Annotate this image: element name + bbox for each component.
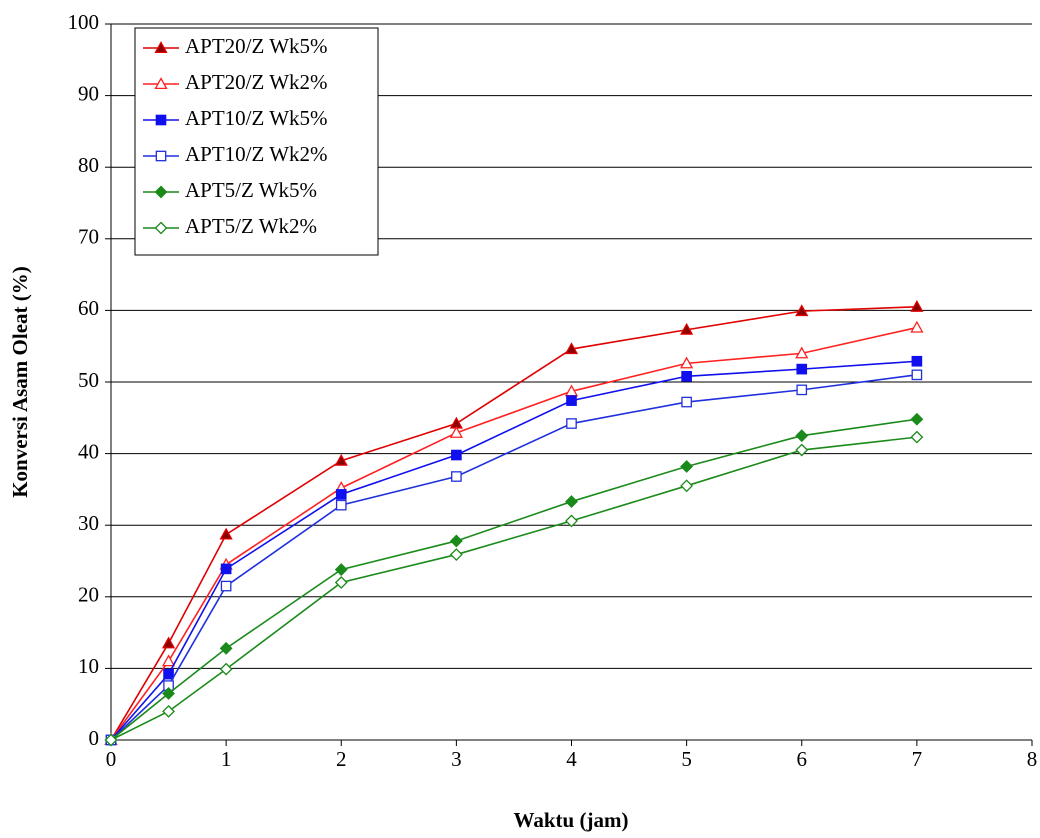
x-tick-label: 1 [221, 747, 232, 771]
marker [682, 372, 691, 381]
legend-label: APT20/Z Wk2% [185, 70, 328, 94]
x-tick-label: 2 [336, 747, 347, 771]
chart: Waktu (jam) Konversi Asam Oleat (%) 0102… [0, 0, 1040, 838]
x-axis-title: Waktu (jam) [514, 808, 629, 832]
x-tick-label: 7 [912, 747, 923, 771]
marker [163, 706, 174, 717]
marker [796, 430, 807, 441]
marker [567, 419, 576, 428]
marker [221, 564, 230, 573]
legend: APT20/Z Wk5% APT20/Z Wk2% APT10/Z Wk5% APT1… [135, 28, 378, 255]
y-tick-label: 70 [78, 225, 99, 249]
marker [797, 385, 806, 394]
marker [337, 500, 346, 509]
series-line [111, 419, 917, 740]
marker [164, 669, 173, 678]
legend-marker [156, 151, 165, 160]
series-line [111, 375, 917, 740]
marker [911, 432, 922, 443]
marker [797, 364, 806, 373]
marker [911, 322, 922, 332]
marker [452, 472, 461, 481]
series-line [111, 437, 917, 740]
x-tick-label: 0 [106, 747, 117, 771]
marker [451, 549, 462, 560]
marker [451, 535, 462, 546]
marker [912, 370, 921, 379]
y-tick-label: 50 [78, 368, 99, 392]
marker [452, 450, 461, 459]
series-line [111, 328, 917, 740]
legend-label: APT20/Z Wk5% [185, 34, 328, 58]
marker [566, 496, 577, 507]
legend-label: APT5/Z Wk5% [185, 178, 317, 202]
legend-label: APT5/Z Wk2% [185, 214, 317, 238]
y-tick-label: 80 [78, 153, 99, 177]
x-tick-label: 5 [681, 747, 692, 771]
x-tick-label: 8 [1027, 747, 1038, 771]
legend-label: APT10/Z Wk5% [185, 106, 328, 130]
marker [681, 480, 692, 491]
y-tick-label: 60 [78, 296, 99, 320]
marker [163, 656, 174, 666]
marker [336, 564, 347, 575]
legend-label: APT10/Z Wk2% [185, 142, 328, 166]
marker [337, 490, 346, 499]
y-tick-label: 10 [78, 654, 99, 678]
marker [911, 414, 922, 425]
marker [567, 396, 576, 405]
y-tick-label: 90 [78, 81, 99, 105]
marker [221, 529, 232, 539]
y-axis-title: Konversi Asam Oleat (%) [8, 266, 32, 498]
marker [681, 461, 692, 472]
marker [163, 638, 174, 648]
marker [221, 581, 230, 590]
y-tick-label: 0 [89, 726, 100, 750]
series-line [111, 361, 917, 740]
x-tick-label: 4 [566, 747, 577, 771]
legend-marker [156, 115, 165, 124]
y-tick-label: 20 [78, 583, 99, 607]
y-tick-label: 30 [78, 511, 99, 535]
x-tick-label: 6 [797, 747, 808, 771]
series-line [111, 307, 917, 740]
y-tick-label: 100 [68, 10, 100, 34]
y-tick-label: 40 [78, 439, 99, 463]
marker [912, 357, 921, 366]
marker [682, 397, 691, 406]
x-tick-label: 3 [451, 747, 462, 771]
